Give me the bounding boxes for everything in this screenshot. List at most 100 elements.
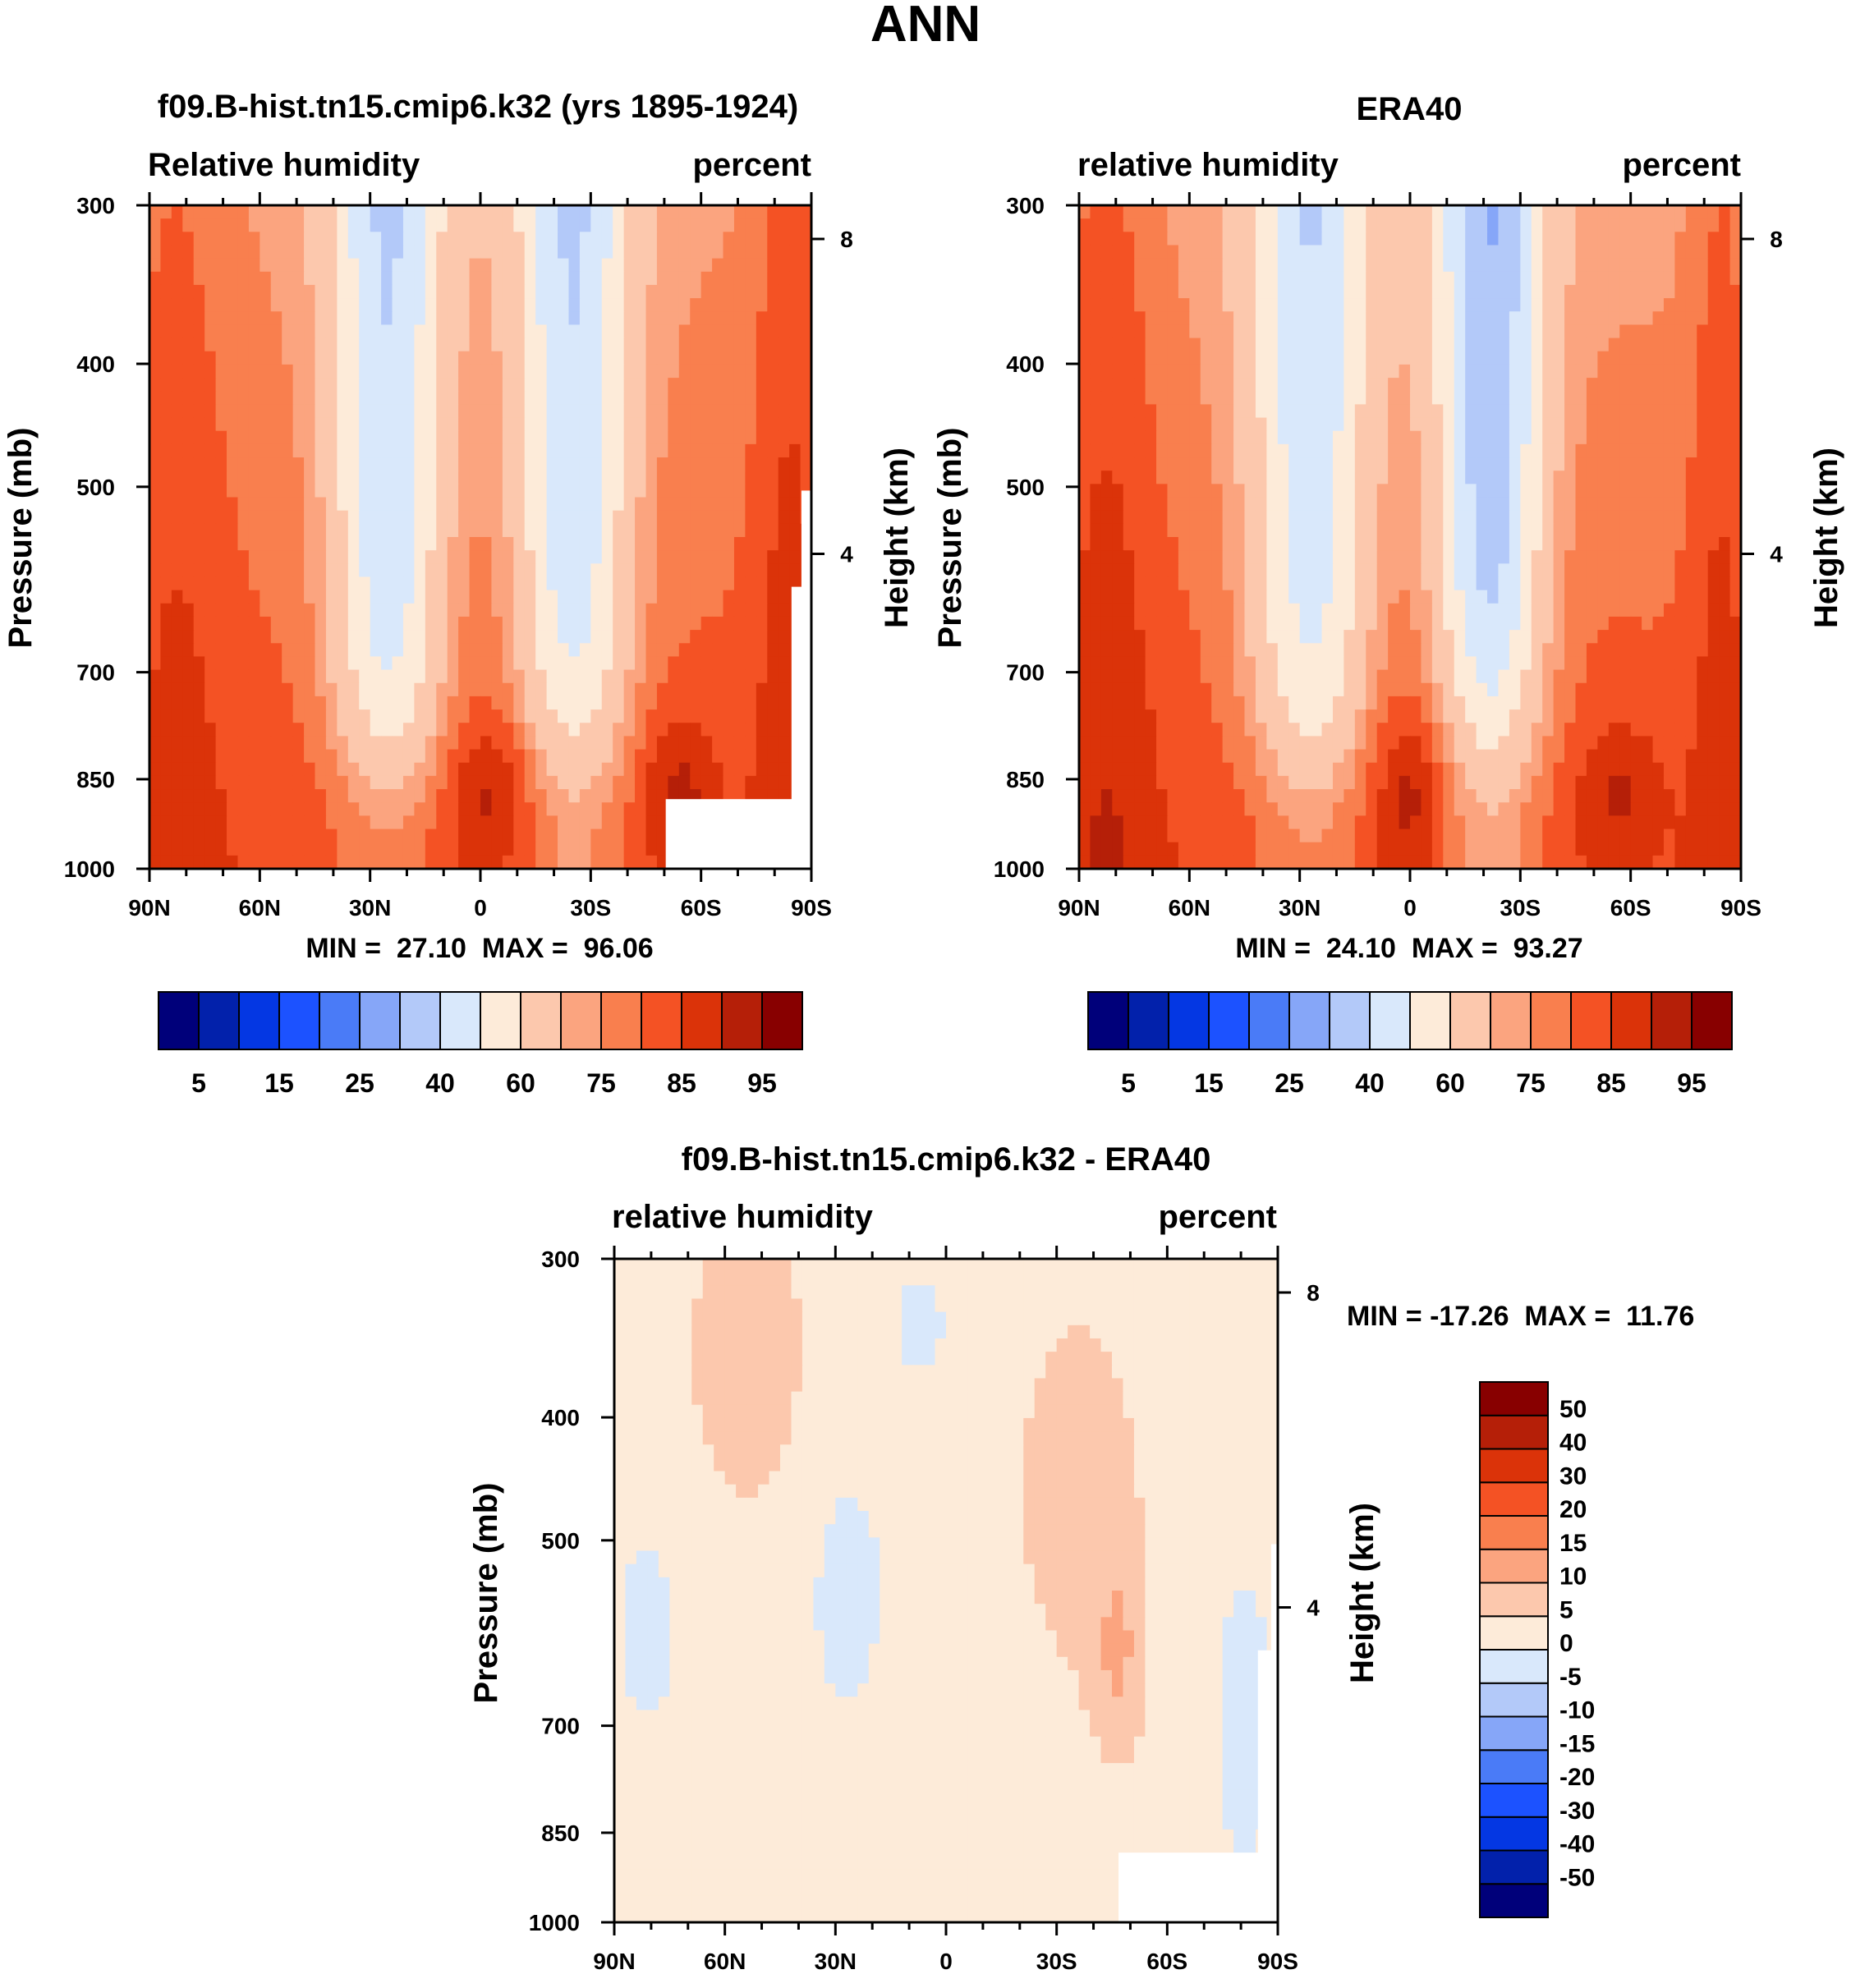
- contour-cell: [1288, 511, 1300, 525]
- contour-cell: [1146, 259, 1157, 273]
- contour-cell: [1520, 365, 1532, 379]
- contour-cell: [745, 763, 756, 777]
- contour-cell: [1101, 272, 1113, 286]
- contour-cell: [436, 617, 448, 631]
- contour-cell: [1311, 418, 1322, 432]
- contour-cell: [1233, 324, 1245, 338]
- contour-cell: [216, 338, 227, 352]
- contour-cell: [1355, 338, 1366, 352]
- contour-cell: [204, 829, 216, 843]
- contour-cell: [1377, 498, 1389, 512]
- contour-cell: [1697, 245, 1708, 259]
- contour-cell: [1564, 471, 1576, 484]
- contour-cell: [1134, 590, 1146, 604]
- contour-cell: [1233, 311, 1245, 325]
- contour-cell: [491, 696, 503, 710]
- contour-cell: [480, 457, 492, 471]
- contour-cell: [149, 418, 161, 432]
- contour-cell: [381, 232, 393, 246]
- contour-cell: [1498, 563, 1509, 577]
- contour-cell: [1532, 285, 1543, 299]
- contour-cell: [1278, 272, 1289, 286]
- contour-cell: [1554, 298, 1565, 312]
- contour-cell: [326, 484, 338, 498]
- contour-cell: [723, 444, 735, 458]
- contour-cell: [590, 524, 602, 538]
- contour-cell: [1123, 550, 1135, 564]
- contour-cell: [237, 723, 249, 737]
- contour-cell: [414, 298, 425, 312]
- contour-cell: [1564, 245, 1576, 259]
- contour-cell: [381, 789, 393, 803]
- contour-cell: [182, 670, 194, 684]
- contour-cell: [1366, 484, 1377, 498]
- contour-cell: [801, 418, 812, 432]
- contour-cell: [1554, 324, 1565, 338]
- contour-cell: [1477, 550, 1488, 564]
- contour-cell: [260, 736, 271, 750]
- contour-cell: [1101, 550, 1113, 564]
- contour-cell: [282, 842, 293, 856]
- contour-cell: [1587, 457, 1598, 471]
- contour-cell: [1256, 471, 1267, 484]
- contour-cell: [1112, 431, 1123, 445]
- contour-cell: [160, 351, 172, 365]
- contour-cell: [182, 524, 194, 538]
- contour-cell: [1311, 338, 1322, 352]
- contour-cell: [1498, 298, 1509, 312]
- contour-cell: [679, 444, 691, 458]
- contour-cell: [1432, 218, 1444, 232]
- contour-cell: [1454, 205, 1466, 219]
- contour-cell: [1233, 272, 1245, 286]
- contour-cell: [1443, 378, 1454, 392]
- contour-cell: [1322, 311, 1334, 325]
- contour-cell: [1355, 259, 1366, 273]
- contour-cell: [194, 324, 205, 338]
- contour-cell: [1576, 563, 1587, 577]
- contour-cell: [436, 856, 448, 870]
- contour-cell: [227, 829, 238, 843]
- contour-cell: [503, 524, 514, 538]
- contour-cell: [1443, 298, 1454, 312]
- contour-cell: [304, 431, 315, 445]
- contour-cell: [657, 205, 668, 219]
- contour-cell: [701, 484, 713, 498]
- contour-cell: [370, 590, 382, 604]
- contour-cell: [613, 683, 624, 697]
- contour-cell: [458, 498, 470, 512]
- contour-cell: [1421, 232, 1432, 246]
- contour-cell: [635, 802, 646, 816]
- contour-cell: [503, 498, 514, 512]
- contour-cell: [1509, 205, 1521, 219]
- contour-cell: [1090, 444, 1101, 458]
- contour-cell: [249, 232, 260, 246]
- contour-cell: [1410, 245, 1422, 259]
- contour-cell: [613, 457, 624, 471]
- contour-cell: [216, 763, 227, 777]
- contour-cell: [1201, 324, 1212, 338]
- contour-cell: [1090, 205, 1101, 219]
- contour-cell: [1597, 272, 1609, 286]
- contour-cell: [1278, 590, 1289, 604]
- contour-cell: [1719, 351, 1730, 365]
- contour-cell: [172, 617, 183, 631]
- contour-cell: [1134, 232, 1146, 246]
- contour-cell: [668, 750, 679, 764]
- contour-cell: [1454, 351, 1466, 365]
- contour-cell: [535, 815, 547, 829]
- contour-cell: [1554, 391, 1565, 405]
- contour-cell: [1333, 378, 1344, 392]
- contour-cell: [1201, 351, 1212, 365]
- contour-cell: [370, 351, 382, 365]
- contour-cell: [1532, 404, 1543, 418]
- contour-cell: [359, 245, 370, 259]
- contour-cell: [348, 815, 360, 829]
- contour-cell: [745, 298, 756, 312]
- contour-cell: [326, 856, 338, 870]
- contour-cell: [172, 709, 183, 723]
- contour-cell: [1146, 604, 1157, 618]
- contour-cell: [1343, 498, 1355, 512]
- contour-cell: [403, 444, 415, 458]
- contour-cell: [1090, 563, 1101, 577]
- contour-cell: [547, 457, 558, 471]
